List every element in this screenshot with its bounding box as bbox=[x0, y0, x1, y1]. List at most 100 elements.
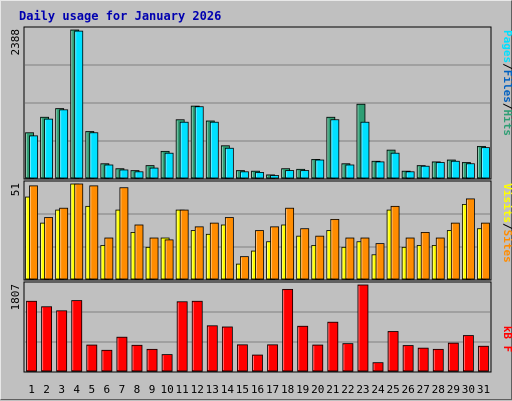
bar-kb-f-day-13 bbox=[206, 325, 218, 372]
bar-files-day-25 bbox=[390, 152, 400, 179]
bar-sites-day-20 bbox=[315, 235, 325, 280]
bar-sites-day-16 bbox=[255, 230, 264, 280]
panel-top: 2388 bbox=[9, 26, 492, 180]
x-tick-label-day-31: 31 bbox=[477, 383, 490, 396]
bar-files-day-13 bbox=[209, 121, 219, 179]
bar-files-day-6 bbox=[104, 164, 114, 179]
legend-bottom-text: kB F bbox=[501, 326, 512, 353]
bar-kb-f-day-7 bbox=[116, 336, 128, 372]
bar-files-day-30 bbox=[466, 163, 475, 179]
chart-title: Daily usage for January 2026 bbox=[19, 9, 221, 23]
bar-files-day-7 bbox=[119, 169, 129, 179]
legend-entry-pages: Pages bbox=[501, 30, 512, 63]
legend-top-text: Pages/Files/Hits bbox=[501, 30, 512, 136]
x-tick-label-day-13: 13 bbox=[206, 383, 219, 396]
x-tick-label-day-5: 5 bbox=[88, 383, 95, 396]
x-tick-label-day-12: 12 bbox=[191, 383, 204, 396]
chart-panels: 2388 51 1807 bbox=[9, 26, 492, 373]
bar-kb-f-day-12 bbox=[191, 300, 203, 372]
bar-sites-day-15 bbox=[240, 256, 249, 280]
bar-files-day-28 bbox=[435, 162, 445, 179]
bar-sites-day-10 bbox=[164, 239, 174, 280]
bar-kb-f-day-2 bbox=[41, 306, 52, 372]
bar-files-day-24 bbox=[375, 161, 385, 179]
bar-sites-day-30 bbox=[466, 198, 475, 280]
bar-sites-day-22 bbox=[345, 237, 355, 280]
bar-kb-f-day-6 bbox=[101, 349, 113, 372]
bar-kb-f-day-16 bbox=[252, 354, 263, 372]
bar-kb-f-day-11 bbox=[176, 301, 188, 372]
bar-kb-f-day-4 bbox=[71, 300, 83, 372]
bar-sites-day-27 bbox=[420, 232, 430, 280]
bar-sites-day-6 bbox=[104, 237, 114, 280]
x-tick-label-day-7: 7 bbox=[119, 383, 126, 396]
bar-files-day-8 bbox=[134, 171, 144, 179]
x-tick-label-day-15: 15 bbox=[236, 383, 249, 396]
bar-files-day-3 bbox=[59, 109, 69, 179]
bar-files-day-20 bbox=[315, 159, 325, 179]
bar-files-day-31 bbox=[481, 147, 490, 179]
x-tick-label-day-17: 17 bbox=[266, 383, 279, 396]
bar-sites-day-12 bbox=[194, 226, 204, 280]
bar-files-day-29 bbox=[450, 160, 460, 179]
bar-sites-day-19 bbox=[300, 228, 310, 280]
bar-files-day-17 bbox=[270, 175, 279, 179]
bar-sites-day-11 bbox=[179, 209, 189, 280]
bar-sites-day-8 bbox=[134, 224, 144, 280]
x-tick-label-day-20: 20 bbox=[311, 383, 324, 396]
bar-kb-f-day-14 bbox=[221, 326, 233, 372]
bar-kb-f-day-20 bbox=[312, 344, 324, 372]
legend-middle: Visits/Sites bbox=[501, 183, 512, 263]
x-tick-label-day-2: 2 bbox=[43, 383, 50, 396]
bar-kb-f-day-1 bbox=[26, 300, 37, 372]
panel-bottom-max-label: 1807 bbox=[9, 284, 22, 311]
legend-bottom: kB F bbox=[501, 326, 512, 353]
x-tick-label-day-3: 3 bbox=[58, 383, 65, 396]
bar-files-day-16 bbox=[255, 172, 264, 179]
bar-kb-f-day-21 bbox=[327, 321, 339, 372]
bar-sites-day-9 bbox=[149, 237, 159, 280]
legend-entry-sites: Sites bbox=[501, 230, 512, 263]
bar-files-day-18 bbox=[285, 170, 295, 179]
legend-separator: / bbox=[501, 103, 512, 110]
bar-sites-day-26 bbox=[405, 237, 415, 280]
legend-entry-files: Files bbox=[501, 70, 512, 103]
x-tick-label-day-25: 25 bbox=[386, 383, 399, 396]
legend-entry-visits: Visits bbox=[501, 183, 512, 223]
bar-sites-day-14 bbox=[224, 217, 234, 280]
legend-entry-hits: Hits bbox=[501, 110, 512, 137]
bar-sites-day-5 bbox=[89, 185, 99, 280]
x-tick-label-day-27: 27 bbox=[417, 383, 430, 396]
panel-bottom: 1807 bbox=[9, 281, 492, 373]
x-tick-label-day-1: 1 bbox=[28, 383, 35, 396]
panel-top-max-label: 2388 bbox=[9, 29, 22, 56]
x-tick-label-day-8: 8 bbox=[134, 383, 141, 396]
legend-top: Pages/Files/Hits bbox=[501, 30, 512, 136]
bar-sites-day-2 bbox=[44, 217, 53, 280]
bar-kb-f-day-31 bbox=[478, 345, 489, 372]
x-tick-label-day-28: 28 bbox=[432, 383, 445, 396]
x-tick-label-day-26: 26 bbox=[402, 383, 415, 396]
x-tick-label-day-11: 11 bbox=[176, 383, 189, 396]
bar-kb-f-day-17 bbox=[267, 344, 278, 372]
x-tick-label-day-10: 10 bbox=[160, 383, 173, 396]
x-axis-labels: 1 2 3 4 5 6 7 8 9 10 11 12 13 14 15 16 17 18 19 20 21 22 23 24 2… bbox=[28, 383, 490, 396]
bar-kb-f-day-10 bbox=[161, 354, 173, 372]
panel-middle: 51 bbox=[9, 180, 492, 281]
bar-kb-f-day-5 bbox=[86, 344, 98, 372]
legend-middle-text: Visits/Sites bbox=[501, 183, 512, 263]
bar-kb-f-day-19 bbox=[297, 325, 309, 372]
x-tick-label-day-19: 19 bbox=[296, 383, 309, 396]
x-tick-label-day-30: 30 bbox=[462, 383, 475, 396]
bar-files-day-23 bbox=[360, 121, 370, 179]
legend-separator: / bbox=[501, 223, 512, 230]
bar-kb-f-day-23 bbox=[357, 284, 369, 372]
bar-files-day-27 bbox=[420, 165, 430, 179]
bar-sites-day-21 bbox=[330, 218, 340, 280]
bar-files-day-11 bbox=[179, 121, 189, 179]
bar-files-day-12 bbox=[194, 106, 204, 179]
bar-kb-f-day-18 bbox=[282, 288, 294, 372]
x-tick-label-day-23: 23 bbox=[356, 383, 369, 396]
